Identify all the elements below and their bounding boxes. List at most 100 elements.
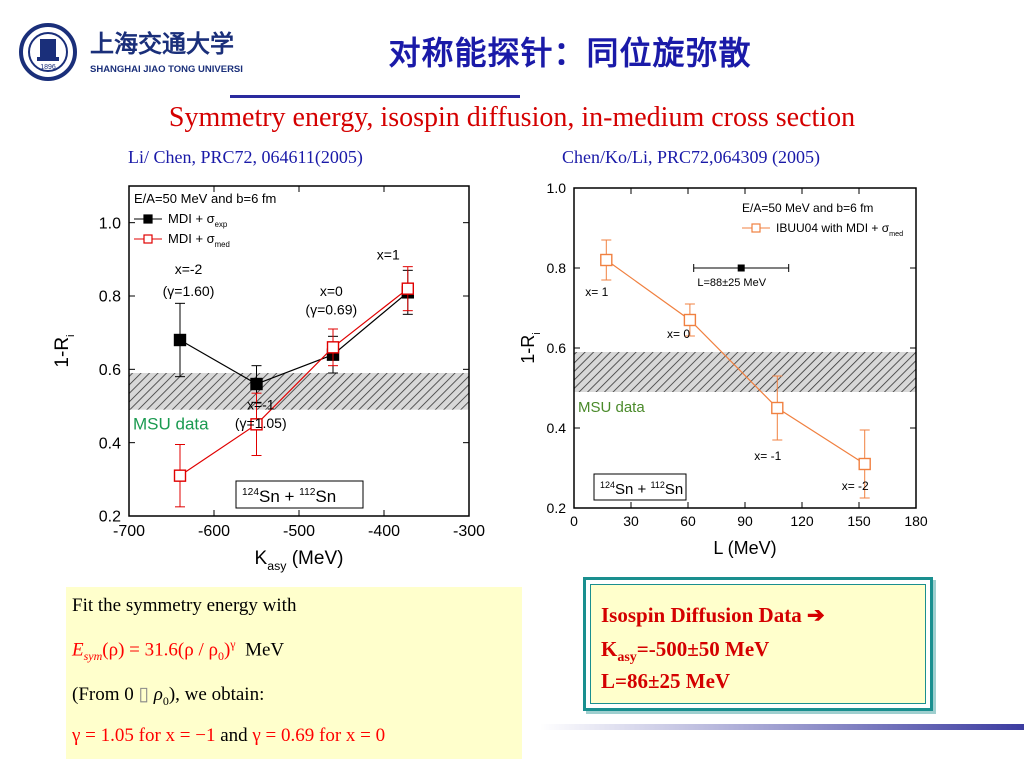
y-tick-label: 0.2: [547, 500, 567, 516]
y-tick-label: 0.8: [547, 260, 567, 276]
fit-line-4: γ = 1.05 for x = −1 and γ = 0.69 for x =…: [72, 725, 385, 747]
reaction-box: [235, 480, 364, 509]
extra-point: [737, 264, 745, 272]
x-tick-label: -400: [368, 523, 400, 540]
reaction-label: 124Sn + 112Sn: [242, 487, 336, 506]
esym-body: (ρ) = 31.6(ρ / ρ: [102, 639, 218, 661]
data-point: [771, 401, 784, 415]
fit-formula: Esym(ρ) = 31.6(ρ / ρ0)γ MeV: [72, 637, 284, 664]
gamma-result-1: γ = 1.05 for x = −1: [72, 725, 216, 746]
y-tick-label: 1.0: [99, 215, 121, 232]
legend-label: MDI + σmed: [168, 231, 230, 249]
y-axis-label: 1-Ri: [518, 332, 543, 363]
result-box: Isospin Diffusion Data ➔ Kasy=-500±50 Me…: [583, 577, 933, 711]
result-line-2: Kasy=-500±50 MeV: [601, 637, 770, 666]
esym-unit: MeV: [245, 639, 285, 661]
x-tick-label: -700: [113, 523, 145, 540]
slide-subtitle: Symmetry energy, isospin diffusion, in-m…: [168, 102, 856, 133]
rho0-sub: 0: [217, 649, 224, 664]
arrow-right-icon: ➔: [806, 603, 825, 627]
annotation: x=1: [377, 246, 400, 262]
reference-right: Chen/Ko/Li, PRC72,064309 (2005): [562, 147, 821, 167]
fit-box: Fit the symmetry energy with Esym(ρ) = 3…: [66, 587, 522, 759]
legend-title: E/A=50 MeV and b=6 fm: [134, 191, 276, 206]
x-tick-label: 150: [847, 513, 871, 529]
university-logo: 1896 上海交通大学 SHANGHAI JIAO TONG UNIVERSIT…: [19, 23, 243, 81]
x-tick-label: -500: [283, 523, 315, 540]
data-point: [401, 282, 414, 295]
y-tick-label: 0.6: [99, 362, 121, 379]
data-point: [250, 418, 263, 431]
chart-kasy: MSU data -700 -600 -500 -400 -300 0.2 0.4 0.6 0.8…: [52, 185, 485, 573]
x-tick-label: -600: [198, 523, 230, 540]
x-tick-label: -300: [453, 523, 485, 540]
reaction-box: [593, 473, 687, 501]
x-tick-label: 60: [680, 513, 696, 529]
result-line-1: Isospin Diffusion Data ➔: [601, 603, 825, 627]
y-tick-label: 0.6: [547, 340, 567, 356]
reaction-label: 124Sn + 112Sn: [600, 480, 683, 498]
esym-sub: sym: [83, 649, 103, 664]
slide-title: 对称能探针：同位旋弥散: [388, 34, 752, 72]
y-tick-label: 1.0: [547, 180, 567, 196]
y-tick-label: 0.4: [99, 435, 121, 452]
missing-glyph: ▯: [138, 684, 149, 705]
annotation: x=0: [320, 283, 343, 299]
data-point: [326, 341, 340, 354]
data-point: [250, 377, 263, 391]
y-tick-label: 0.8: [99, 289, 121, 306]
msu-data-band: [129, 373, 469, 410]
series-line: [179, 291, 409, 385]
data-point: [858, 457, 871, 471]
msu-data-label: MSU data: [133, 415, 209, 434]
logo-year: 1896: [40, 64, 56, 71]
x-tick-label: 120: [790, 513, 814, 529]
annotation: x= -2: [842, 479, 869, 493]
logo-chinese-name: 上海交通大学: [90, 30, 234, 58]
data-point: [173, 333, 187, 347]
annotation: x= 1: [585, 285, 608, 299]
result-line-3: L=86±25 MeV: [601, 669, 731, 693]
esym-close: ): [223, 639, 231, 661]
series-line: [179, 288, 409, 477]
reference-left: Li/ Chen, PRC72, 064611(2005): [128, 147, 363, 167]
y-tick-label: 0.4: [547, 420, 567, 436]
title-underline: [230, 95, 520, 98]
annotation: x=-2: [175, 261, 203, 277]
annotation: x= 0: [667, 327, 690, 341]
x-tick-label: 0: [570, 513, 578, 529]
data-point: [600, 253, 613, 267]
series-line: [605, 259, 866, 465]
extra-point-label: L=88±25 MeV: [697, 277, 766, 289]
annotation: x=-1: [247, 397, 275, 413]
footer-rule: [540, 724, 1024, 730]
y-axis-label: 1-Ri: [52, 334, 77, 367]
data-point: [683, 313, 697, 327]
legend-label: MDI + σexp: [168, 211, 228, 229]
annotation: (γ=1.60): [163, 283, 215, 299]
annotation: x= -1: [754, 449, 781, 463]
legend-marker: [143, 214, 153, 224]
logo-english-name: SHANGHAI JIAO TONG UNIVERSITY: [90, 64, 243, 75]
x-tick-label: 30: [623, 513, 639, 529]
chart-L: MSU data 0 30 60 90 120 150 180 0.2 0.4 0.6 0.8 1.0 L…: [518, 180, 928, 558]
legend-marker: [143, 234, 153, 244]
msu-data-band: [574, 352, 916, 392]
esym-symbol: E: [72, 639, 84, 661]
x-axis-label: Kasy (MeV): [255, 548, 344, 573]
and-word: and: [220, 725, 248, 746]
fit-line-1: Fit the symmetry energy with: [72, 595, 297, 616]
legend-label: IBUU04 with MDI + σmed: [776, 221, 903, 238]
msu-data-label: MSU data: [578, 399, 645, 416]
y-tick-label: 0.2: [99, 509, 121, 526]
legend-title: E/A=50 MeV and b=6 fm: [742, 201, 873, 215]
data-point: [173, 469, 187, 482]
x-tick-label: 180: [904, 513, 928, 529]
annotation: (γ=1.05): [235, 415, 287, 431]
x-axis-label: L (MeV): [713, 538, 776, 558]
gamma-result-2: γ = 0.69 for x = 0: [252, 725, 386, 746]
legend-marker: [751, 223, 761, 233]
gamma-sup: γ: [230, 637, 236, 651]
x-tick-label: 90: [737, 513, 753, 529]
fit-line-3: (From 0 ▯ ρ0), we obtain:: [72, 684, 265, 708]
